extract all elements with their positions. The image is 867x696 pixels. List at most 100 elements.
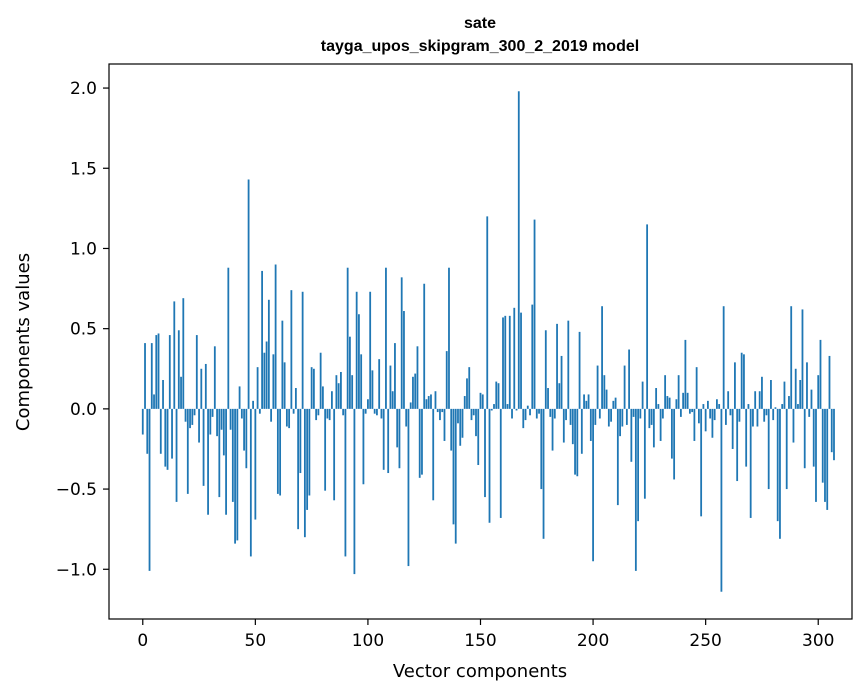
- bar-component-273: [756, 408, 759, 427]
- bar-component-251: [707, 400, 709, 409]
- bar-component-88: [340, 371, 342, 409]
- bar-component-296: [808, 408, 811, 417]
- bar-component-106: [380, 408, 383, 419]
- bar-component-165: [513, 307, 516, 409]
- bar-component-3: [148, 408, 151, 571]
- bar-component-210: [614, 397, 617, 409]
- bar-component-91: [346, 267, 349, 409]
- bar-component-224: [646, 224, 649, 409]
- bar-component-294: [803, 408, 806, 469]
- bar-component-114: [398, 408, 401, 469]
- bar-component-262: [731, 408, 734, 449]
- bar-component-46: [245, 408, 248, 469]
- bar-component-140: [457, 408, 459, 424]
- bar-component-8: [159, 408, 162, 454]
- bar-component-300: [817, 375, 820, 409]
- bar-component-270: [749, 408, 752, 518]
- bar-component-19: [184, 408, 187, 422]
- bar-component-127: [427, 396, 430, 409]
- bar-component-126: [425, 399, 428, 409]
- bar-component-143: [463, 396, 466, 409]
- bar-component-104: [376, 408, 378, 416]
- bar-component-200: [592, 408, 594, 562]
- bar-component-208: [610, 408, 612, 422]
- bar-component-190: [569, 408, 572, 425]
- bar-component-138: [452, 408, 455, 525]
- bar-component-86: [335, 375, 338, 409]
- bar-component-35: [220, 408, 223, 430]
- bar-component-269: [747, 404, 750, 409]
- bar-component-81: [324, 408, 327, 491]
- bar-component-303: [824, 408, 826, 502]
- bar-component-92: [349, 336, 351, 409]
- bar-component-132: [439, 408, 441, 421]
- bar-component-183: [553, 408, 556, 419]
- bar-component-180: [547, 388, 549, 409]
- bar-component-118: [407, 408, 410, 567]
- bar-component-268: [745, 408, 748, 467]
- bar-component-184: [556, 323, 558, 409]
- bar-component-31: [211, 408, 214, 417]
- bar-component-9: [162, 380, 164, 409]
- bar-component-231: [661, 408, 664, 419]
- bar-component-80: [321, 386, 324, 409]
- bar-component-82: [326, 408, 329, 419]
- bar-component-61: [279, 408, 282, 496]
- bar-component-307: [833, 408, 835, 461]
- x-axis: 0 50 100 150 200 250 300: [137, 619, 834, 651]
- bar-component-94: [353, 408, 356, 575]
- bar-component-287: [788, 396, 790, 409]
- bar-component-131: [436, 408, 439, 413]
- bar-component-158: [497, 383, 500, 409]
- bar-component-185: [558, 383, 561, 409]
- bar-component-254: [713, 408, 716, 421]
- bar-component-87: [337, 383, 340, 409]
- bar-component-235: [670, 408, 673, 459]
- bar-component-219: [634, 408, 637, 571]
- bar-component-274: [758, 391, 761, 409]
- bar-component-284: [781, 404, 784, 409]
- bar-component-76: [312, 368, 315, 409]
- bar-component-70: [299, 408, 302, 474]
- bar-component-78: [317, 408, 320, 416]
- bar-component-0: [141, 408, 144, 435]
- bar-component-257: [720, 408, 723, 592]
- y-tick-label: 2.0: [70, 79, 97, 99]
- bar-component-137: [450, 408, 453, 451]
- bar-component-38: [227, 267, 230, 409]
- bar-component-47: [247, 179, 250, 409]
- bar-component-122: [416, 346, 419, 409]
- bar-component-63: [283, 362, 286, 409]
- bar-component-58: [272, 354, 275, 409]
- bar-component-283: [779, 408, 781, 539]
- bar-component-117: [405, 408, 408, 427]
- bar-component-99: [364, 408, 367, 414]
- bar-component-21: [189, 408, 191, 429]
- bar-component-124: [421, 408, 423, 475]
- bar-component-207: [607, 408, 610, 427]
- y-tick-label: −1.0: [56, 560, 97, 580]
- bar-component-272: [754, 391, 757, 409]
- bar-component-59: [274, 264, 277, 409]
- bar-component-291: [797, 404, 799, 409]
- bar-component-220: [637, 408, 640, 522]
- bar-component-108: [385, 267, 387, 409]
- bar-component-29: [207, 408, 209, 515]
- bar-component-121: [414, 373, 417, 409]
- bar-component-212: [619, 408, 621, 437]
- bar-component-64: [285, 408, 288, 427]
- bar-component-178: [542, 408, 545, 539]
- bar-component-2: [146, 408, 149, 454]
- bar-component-229: [657, 404, 660, 409]
- bar-component-247: [698, 408, 700, 424]
- x-tick-label: 50: [245, 631, 267, 651]
- x-tick-label: 300: [802, 631, 834, 651]
- bar-component-111: [391, 391, 394, 409]
- bar-component-55: [265, 341, 268, 409]
- bar-component-95: [355, 291, 358, 409]
- bar-component-141: [459, 408, 462, 446]
- bar-component-65: [288, 408, 291, 429]
- bar-component-197: [585, 400, 588, 409]
- bar-component-151: [481, 394, 484, 409]
- bars-group: [141, 91, 835, 592]
